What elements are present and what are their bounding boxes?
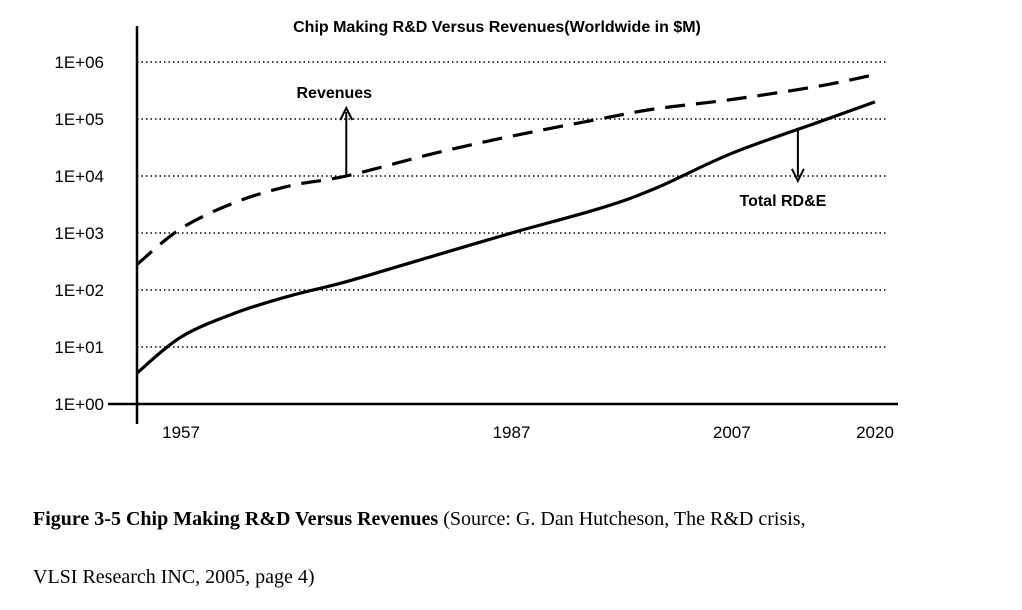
y-tick-label: 1E+03 xyxy=(54,224,104,243)
y-tick-label: 1E+02 xyxy=(54,281,104,300)
series-line-revenues xyxy=(135,73,876,266)
x-tick-label: 1957 xyxy=(162,423,200,442)
figure-caption: Figure 3-5 Chip Making R&D Versus Revenu… xyxy=(33,508,806,531)
x-axis-ticks: 1957 1987 2007 2020 xyxy=(162,423,894,442)
annotation-arrowhead-revenues xyxy=(339,105,354,121)
annotation-arrowhead-total-rd-e xyxy=(791,168,805,184)
figure-caption-continued: VLSI Research INC, 2005, page 4) xyxy=(33,566,315,588)
y-tick-label: 1E+06 xyxy=(54,53,104,72)
y-tick-label: 1E+00 xyxy=(54,395,104,414)
chart: Chip Making R&D Versus Revenues(Worldwid… xyxy=(54,19,898,442)
y-axis-ticks: 1E+00 1E+01 1E+02 1E+03 1E+04 1E+05 1E+06 xyxy=(54,53,104,414)
figure-label: Figure 3-5 Chip Making R&D Versus Revenu… xyxy=(33,508,439,530)
y-tick-label: 1E+01 xyxy=(54,338,104,357)
annotations: Revenues Total RD&E xyxy=(296,85,826,210)
x-tick-label: 2007 xyxy=(713,423,751,442)
series-line-total-rd-e xyxy=(135,100,876,375)
y-tick-label: 1E+04 xyxy=(54,167,104,186)
annotation-label-total-rd-e: Total RD&E xyxy=(739,193,826,210)
series-lines xyxy=(135,73,876,375)
caption-source: (Source: G. Dan Hutcheson, The R&D crisi… xyxy=(438,508,806,530)
x-tick-label: 1987 xyxy=(493,423,531,442)
gridlines xyxy=(137,61,888,348)
x-tick-label: 2020 xyxy=(856,423,894,442)
chart-title: Chip Making R&D Versus Revenues(Worldwid… xyxy=(293,19,701,36)
annotation-label-revenues: Revenues xyxy=(296,85,372,102)
y-tick-label: 1E+05 xyxy=(54,110,104,129)
